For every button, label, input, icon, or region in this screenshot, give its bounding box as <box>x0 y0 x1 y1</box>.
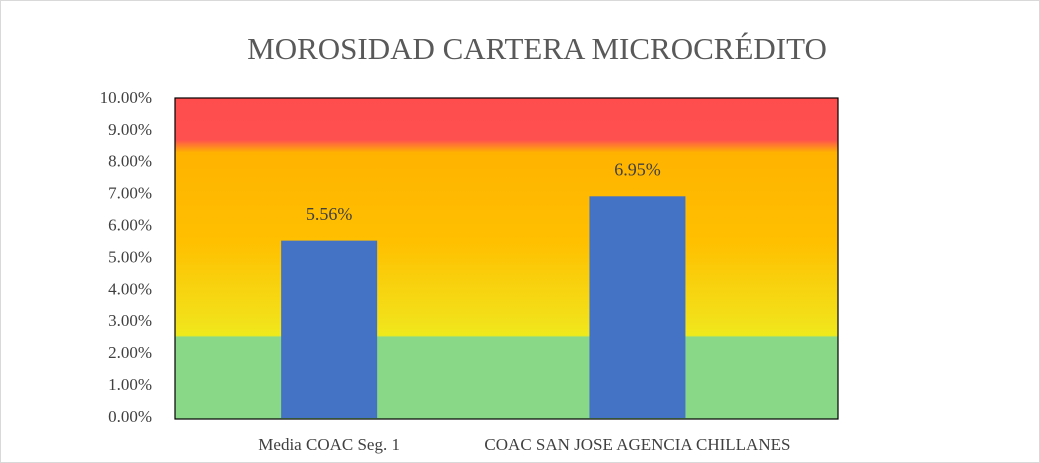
bar <box>589 196 686 418</box>
y-tick-label: 10.00% <box>100 88 152 107</box>
y-tick-label: 8.00% <box>108 152 152 171</box>
data-label: 6.95% <box>614 159 661 179</box>
data-label: 5.56% <box>306 204 353 224</box>
y-tick-label: 0.00% <box>108 407 152 426</box>
y-tick-label: 2.00% <box>108 343 152 362</box>
x-tick-label: COAC SAN JOSE AGENCIA CHILLANES <box>484 435 790 454</box>
plot <box>281 196 686 418</box>
y-tick-label: 4.00% <box>108 279 152 298</box>
y-tick-label: 5.00% <box>108 247 152 266</box>
y-tick-label: 9.00% <box>108 120 152 139</box>
plot-border <box>174 97 839 420</box>
chart-title: MOROSIDAD CARTERA MICROCRÉDITO <box>247 31 827 66</box>
plot-background <box>175 98 838 419</box>
bar <box>281 240 378 418</box>
x-tick-label: Media COAC Seg. 1 <box>258 435 400 454</box>
y-tick-label: 3.00% <box>108 311 152 330</box>
y-tick-label: 7.00% <box>108 184 152 203</box>
y-tick-label: 1.00% <box>108 375 152 394</box>
y-tick-label: 6.00% <box>108 216 152 235</box>
